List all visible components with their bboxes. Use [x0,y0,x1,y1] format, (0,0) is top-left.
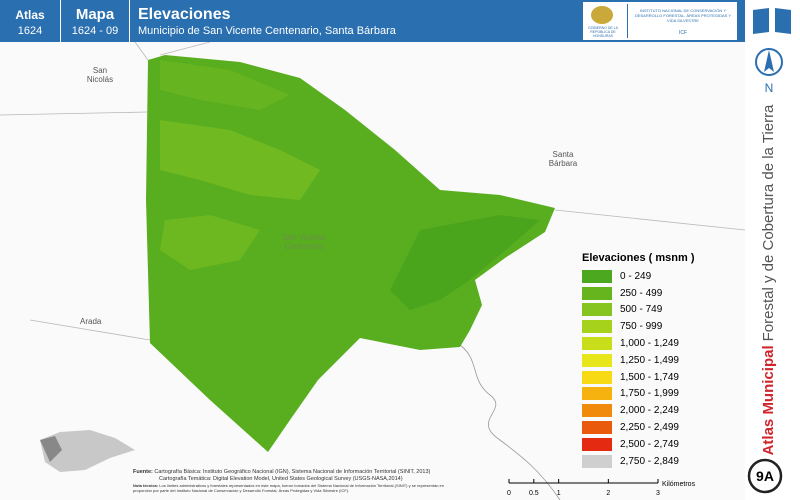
atlas-rest: Forestal y de Cobertura de la Tierra [760,104,777,341]
terrain [390,215,540,310]
map-number: 1624 - 09 [71,25,119,37]
north-circle [755,48,783,76]
legend-swatch [582,454,612,468]
logo-box: GOBIERNO DE LA REPÚBLICA DE HONDURAS INS… [583,2,737,40]
scale-label: 1 [557,490,561,497]
legend-item: 2,250 - 2,499 [582,419,679,436]
legend-label: 750 - 999 [620,321,663,333]
legend-item: 0 - 249 [582,268,679,285]
legend-item: 750 - 999 [582,318,679,335]
terrain [160,215,260,270]
sidebar: N Atlas Municipal Forestal y de Cobertura… [747,8,791,494]
legend-item: 1,000 - 1,249 [582,335,679,352]
legend-label: 1,500 - 1,749 [620,371,679,383]
legend-swatch [582,337,612,351]
legend-swatch [582,269,612,283]
legend-swatch [582,387,612,401]
atlas-label: Atlas [15,8,45,22]
logo-text: GOBIERNO DE LA REPÚBLICA DE HONDURAS [588,26,618,38]
legend-item: 2,000 - 2,249 [582,402,679,419]
scale-unit: Kilómetros [662,481,696,488]
logo-emblem [591,6,613,24]
logo-text: INSTITUTO NACIONAL DE CONSERVACIÓN Y DES… [634,8,732,23]
source-line: Cartografía Básica: Instituto Geográfico… [154,469,431,475]
sheet-circle [747,458,783,494]
scale-label: 0.5 [529,490,539,497]
legend-swatch [582,421,612,435]
legend-label: 500 - 749 [620,304,663,316]
legend-swatch [582,404,612,418]
terrain [160,60,290,110]
atlas-number: 1624 [17,25,43,37]
legend-item: 1,250 - 1,499 [582,352,679,369]
legend-label: 250 - 499 [620,287,663,299]
legend-swatch [582,286,612,300]
legend-item: 500 - 749 [582,302,679,319]
title: Elevaciones [138,6,231,23]
legend-title: Elevaciones ( msnm ) [582,252,695,264]
north-arrow [764,50,774,72]
legend-item: 2,500 - 2,749 [582,436,679,453]
atlas-vertical: Atlas Municipal Forestal y de Cobertura d… [760,104,777,455]
legend-label: 0 - 249 [620,270,652,282]
scale-label: 0 [507,490,511,497]
legend-label: 2,750 - 2,849 [620,455,679,467]
legend-item: 2,750 - 2,849 [582,453,679,470]
legend: 0 - 249 250 - 499 500 - 749 750 - 999 1,000 … [582,268,679,470]
map-label: Mapa [75,6,115,23]
legend-label: 2,250 - 2,499 [620,422,679,434]
note-label: Nota técnica: [133,483,159,488]
place-label: Santa Bárbara [548,150,578,168]
legend-label: 2,500 - 2,749 [620,438,679,450]
source: Fuente: Cartografía Básica: Instituto Ge… [133,469,463,493]
sheet-label: 9A [756,468,774,484]
atlas-box: Atlas 1624 [0,0,61,42]
source-line: Cartografía Temática: Digital Elevation … [159,476,403,482]
legend-item: 250 - 499 [582,285,679,302]
legend-swatch [582,353,612,367]
legend-swatch [582,320,612,334]
logo-acronym: ICF [678,30,688,36]
book-icon [753,8,791,34]
place-label: Arada [80,317,102,326]
source-label: Fuente: [133,469,153,475]
legend-swatch [582,303,612,317]
legend-swatch [582,370,612,384]
legend-swatch [582,437,612,451]
legend-item: 1,500 - 1,749 [582,369,679,386]
map-box: Mapa 1624 - 09 [61,0,130,42]
locator-highlight [40,436,62,462]
terrain [160,120,320,200]
scale-label: 3 [656,490,660,497]
legend-label: 1,000 - 1,249 [620,338,679,350]
place-label: San Nicolás [86,66,114,84]
legend-label: 2,000 - 2,249 [620,405,679,417]
note: Los límites administrativos y forestales… [133,483,444,493]
north-label: N [765,81,774,95]
legend-item: 1,750 - 1,999 [582,386,679,403]
scale-label: 2 [606,490,610,497]
subtitle: Municipio de San Vicente Centenario, San… [138,25,396,37]
locator-map [40,430,135,472]
atlas-bold: Atlas Municipal [760,345,777,455]
legend-label: 1,250 - 1,499 [620,354,679,366]
place-label: San Vicente Centenario [282,233,326,251]
legend-label: 1,750 - 1,999 [620,388,679,400]
